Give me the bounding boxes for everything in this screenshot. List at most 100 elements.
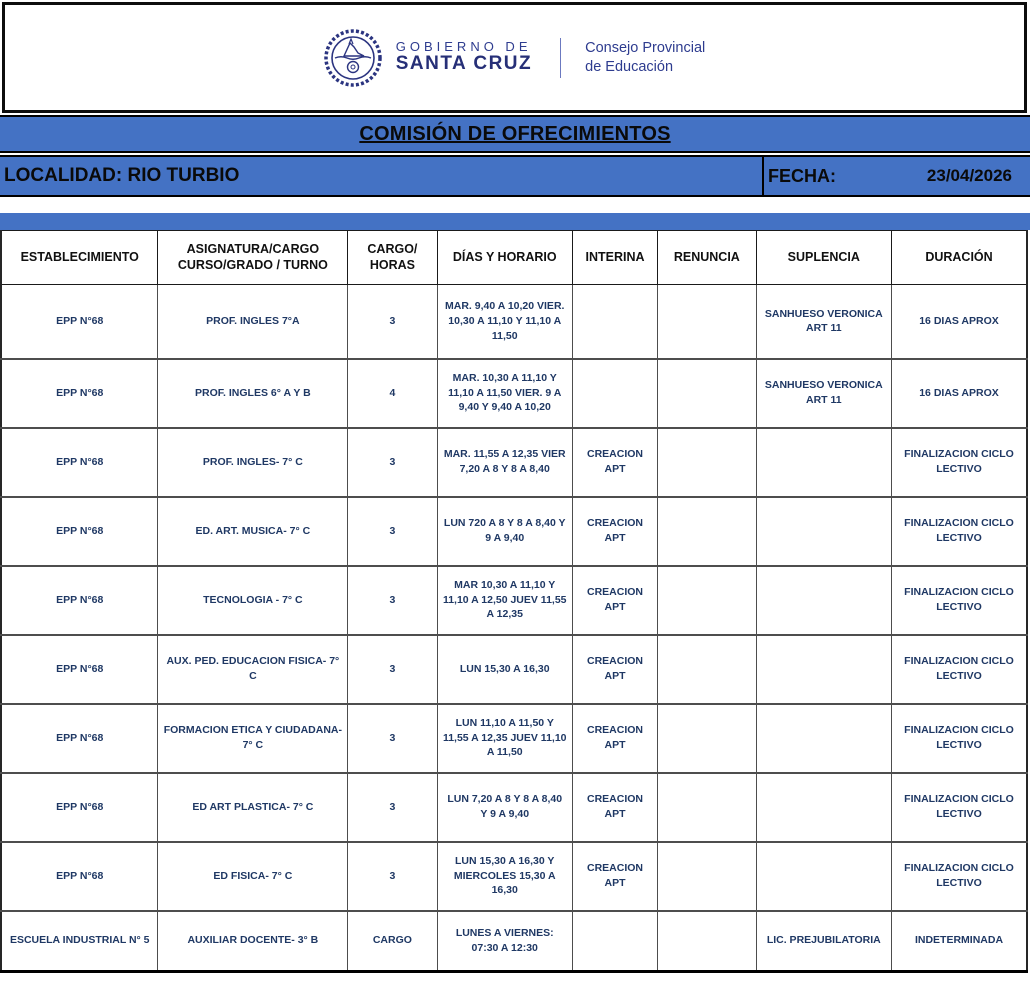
table-cell: CREACION APT <box>571 634 659 705</box>
table-cell <box>657 565 757 636</box>
column-header: CARGO/ HORAS <box>347 230 438 285</box>
table-cell <box>755 565 893 636</box>
table-cell: SANHUESO VERONICA ART 11 <box>755 358 893 429</box>
table-cell <box>657 634 757 705</box>
table-row: ESCUELA INDUSTRIAL N° 5 AUXILIAR DOCENTE-… <box>0 910 1028 973</box>
column-header: ASIGNATURA/CARGO CURSO/GRADO / TURNO <box>157 230 349 285</box>
column-header: INTERINA <box>571 230 659 285</box>
table-cell: EPP N°68 <box>0 496 159 567</box>
table-row: EPP N°68 TECNOLOGIA - 7° C 3 MAR 10,30 A 11… <box>0 565 1028 636</box>
table-cell: 3 <box>347 772 438 843</box>
table-cell: 3 <box>347 284 438 360</box>
table-cell: 16 DIAS APROX <box>891 284 1028 360</box>
table-cell: EPP N°68 <box>0 358 159 429</box>
table-cell <box>755 772 893 843</box>
fecha-value: 23/04/2026 <box>926 166 1012 185</box>
table-cell <box>657 496 757 567</box>
table-cell: AUXILIAR DOCENTE- 3° B <box>157 910 349 973</box>
table-row: EPP N°68 ED. ART. MUSICA- 7° C 3 LUN 720 A … <box>0 496 1028 567</box>
table-cell: 3 <box>347 427 438 498</box>
table-cell: ED FISICA- 7° C <box>157 841 349 912</box>
localidad-label: LOCALIDAD: RIO TURBIO <box>0 155 762 197</box>
table-cell: EPP N°68 <box>0 284 159 360</box>
table-cell: CREACION APT <box>571 427 659 498</box>
table-cell <box>657 841 757 912</box>
table-cell <box>755 496 893 567</box>
table-cell: MAR 10,30 A 11,10 Y 11,10 A 12,50 JUEV 1… <box>436 565 573 636</box>
table-cell: FINALIZACION CICLO LECTIVO <box>891 772 1028 843</box>
table-cell: PROF. INGLES- 7° C <box>157 427 349 498</box>
table-row: EPP N°68 AUX. PED. EDUCACION FISICA- 7° C… <box>0 634 1028 705</box>
table-cell <box>755 703 893 774</box>
table-cell <box>571 284 659 360</box>
table-cell: CARGO <box>347 910 438 973</box>
table-cell: ESCUELA INDUSTRIAL N° 5 <box>0 910 159 973</box>
table-cell: FORMACION ETICA Y CIUDADANA- 7° C <box>157 703 349 774</box>
column-header: ESTABLECIMIENTO <box>0 230 159 285</box>
table-cell: FINALIZACION CICLO LECTIVO <box>891 427 1028 498</box>
localidad-fecha-row: LOCALIDAD: RIO TURBIO FECHA: 23/04/2026 <box>0 155 1030 197</box>
table-cell: EPP N°68 <box>0 772 159 843</box>
table-cell: FINALIZACION CICLO LECTIVO <box>891 565 1028 636</box>
consejo-wordmark: Consejo Provincial de Educación <box>585 39 705 75</box>
table-cell <box>755 427 893 498</box>
table-cell: MAR. 10,30 A 11,10 Y 11,10 A 11,50 VIER.… <box>436 358 573 429</box>
table-cell: FINALIZACION CICLO LECTIVO <box>891 634 1028 705</box>
table-cell <box>657 284 757 360</box>
table-row: EPP N°68 FORMACION ETICA Y CIUDADANA- 7° … <box>0 703 1028 774</box>
column-header: SUPLENCIA <box>755 230 893 285</box>
table-cell <box>571 358 659 429</box>
table-cell: EPP N°68 <box>0 427 159 498</box>
table-cell: ED. ART. MUSICA- 7° C <box>157 496 349 567</box>
table-header-row: ESTABLECIMIENTO ASIGNATURA/CARGO CURSO/GR… <box>0 230 1028 285</box>
table-cell: LUN 7,20 A 8 Y 8 A 8,40 Y 9 A 9,40 <box>436 772 573 843</box>
consejo-line2: de Educación <box>585 58 674 75</box>
title-bar: COMISIÓN DE OFRECIMIENTOS <box>0 115 1030 153</box>
table-cell: 3 <box>347 703 438 774</box>
table-cell: LUN 11,10 A 11,50 Y 11,55 A 12,35 JUEV 1… <box>436 703 573 774</box>
table-cell: 4 <box>347 358 438 429</box>
table-cell: EPP N°68 <box>0 565 159 636</box>
column-header: RENUNCIA <box>657 230 757 285</box>
table-cell: CREACION APT <box>571 496 659 567</box>
table-cell: FINALIZACION CICLO LECTIVO <box>891 496 1028 567</box>
document-header: GOBIERNO DE SANTA CRUZ Consejo Provincia… <box>2 2 1027 113</box>
column-header: DÍAS Y HORARIO <box>436 230 573 285</box>
table-row: EPP N°68 PROF. INGLES- 7° C 3 MAR. 11,55 A … <box>0 427 1028 498</box>
gobierno-de-text: GOBIERNO DE <box>395 38 532 54</box>
table-cell <box>657 427 757 498</box>
table-cell <box>755 634 893 705</box>
table-cell: 3 <box>347 496 438 567</box>
table-cell: ED ART PLASTICA- 7° C <box>157 772 349 843</box>
table-cell <box>657 772 757 843</box>
table-cell: PROF. INGLES 6° A Y B <box>157 358 349 429</box>
table-cell: MAR. 9,40 A 10,20 VIER. 10,30 A 11,10 Y … <box>436 284 573 360</box>
santa-cruz-seal-icon <box>324 28 382 87</box>
blue-separator-bar <box>0 213 1030 230</box>
consejo-line1: Consejo Provincial <box>585 40 706 57</box>
fecha-label: FECHA: <box>768 165 836 186</box>
logo-divider <box>560 37 562 78</box>
offers-table-body: EPP N°68 PROF. INGLES 7°A 3 MAR. 9,40 A 10,… <box>0 284 1028 973</box>
table-cell: 3 <box>347 841 438 912</box>
table-cell: CREACION APT <box>571 565 659 636</box>
table-cell: FINALIZACION CICLO LECTIVO <box>891 841 1028 912</box>
table-cell: FINALIZACION CICLO LECTIVO <box>891 703 1028 774</box>
table-cell: AUX. PED. EDUCACION FISICA- 7° C <box>157 634 349 705</box>
table-cell: 3 <box>347 565 438 636</box>
table-cell: TECNOLOGIA - 7° C <box>157 565 349 636</box>
page-title: COMISIÓN DE OFRECIMIENTOS <box>359 122 671 145</box>
table-row: EPP N°68 PROF. INGLES 6° A Y B 4 MAR. 10,30… <box>0 358 1028 429</box>
table-cell: EPP N°68 <box>0 634 159 705</box>
table-cell: PROF. INGLES 7°A <box>157 284 349 360</box>
table-cell <box>657 358 757 429</box>
fecha-box: FECHA: 23/04/2026 <box>762 155 1030 197</box>
table-cell: CREACION APT <box>571 772 659 843</box>
table-cell: CREACION APT <box>571 703 659 774</box>
table-cell <box>571 910 659 973</box>
table-cell: LUN 15,30 A 16,30 <box>436 634 573 705</box>
table-cell: LUNES A VIERNES: 07:30 A 12:30 <box>436 910 573 973</box>
column-header: DURACIÓN <box>891 230 1028 285</box>
gobierno-wordmark: GOBIERNO DE SANTA CRUZ <box>395 38 532 75</box>
